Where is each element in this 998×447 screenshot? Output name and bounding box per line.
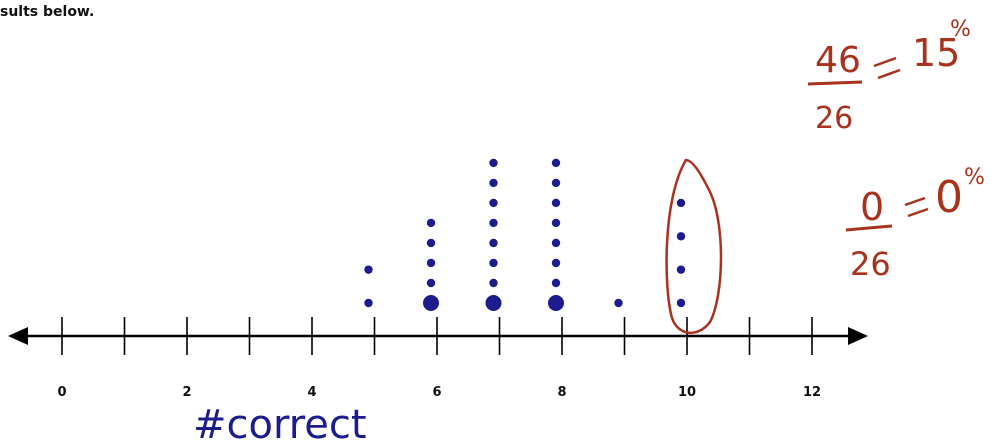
dot-10-3 — [676, 232, 686, 241]
tick-label-4: 4 — [307, 385, 316, 400]
dot-8-7 — [551, 178, 561, 188]
dot-7-5 — [489, 218, 498, 228]
dot-10-2 — [676, 265, 686, 274]
fraction-bottom-result: 0 — [935, 172, 963, 223]
dot-plot-points — [364, 158, 686, 311]
fraction-top-denominator: 26 — [815, 101, 853, 136]
dot-6-3 — [426, 258, 436, 268]
dot-7-8 — [489, 158, 498, 168]
dot-6-4 — [426, 238, 436, 248]
dot-7-4 — [489, 238, 498, 248]
fraction-bottom-unit: % — [964, 165, 985, 190]
equals-top-1 — [873, 56, 897, 68]
fraction-top-result: 15 — [912, 31, 960, 75]
left-arrow-icon — [8, 327, 28, 345]
tick-label-10: 10 — [678, 385, 696, 400]
dot-8-2 — [551, 278, 561, 288]
header-text: sults below. — [0, 4, 95, 20]
dot-6-2 — [426, 278, 436, 288]
dot-8-8 — [551, 158, 561, 168]
equals-bottom-1 — [904, 196, 926, 207]
fraction-top-unit: % — [950, 17, 971, 42]
tick-label-2: 2 — [182, 385, 191, 400]
dot-8-6 — [551, 198, 561, 208]
ticks-group — [61, 317, 813, 355]
fraction-bottom-denominator: 26 — [850, 245, 891, 283]
fraction-bottom-bar — [845, 224, 893, 232]
tick-label-6: 6 — [432, 385, 441, 400]
circle-highlight — [665, 158, 723, 334]
tick-label-12: 12 — [803, 385, 821, 400]
dot-7-7 — [489, 178, 498, 188]
dot-5-2 — [364, 265, 373, 274]
dot-10-1 — [676, 298, 686, 308]
fraction-top-bar — [807, 80, 863, 86]
dot-5-1 — [364, 298, 373, 308]
dot-8-3 — [551, 258, 561, 268]
fraction-top-overwrite: 6 — [838, 40, 861, 81]
dot-6-5 — [426, 218, 436, 228]
dot-8-1 — [548, 295, 564, 311]
tick-label-8: 8 — [557, 385, 566, 400]
fraction-bottom-numerator: 0 — [860, 185, 884, 229]
fraction-bottom: 0 26 0 % — [845, 165, 985, 283]
tick-labels-group: 0 2 4 6 8 10 12 — [57, 385, 821, 400]
tick-label-0: 0 — [57, 385, 66, 400]
fraction-top: 4 6 26 15 % — [807, 17, 971, 136]
dot-8-5 — [551, 218, 561, 228]
dot-7-2 — [489, 278, 498, 288]
dot-8-4 — [551, 238, 561, 248]
dot-10-4 — [676, 198, 686, 208]
dot-9-1 — [614, 298, 623, 308]
equals-top-2 — [877, 68, 901, 80]
dot-7-6 — [489, 198, 498, 208]
fraction-top-numerator: 4 — [815, 40, 838, 81]
equals-bottom-2 — [907, 207, 929, 218]
caption-correct: #correct — [193, 402, 367, 447]
dot-7-1 — [485, 295, 502, 311]
right-arrow-icon — [848, 327, 868, 345]
dot-6-1 — [423, 295, 439, 311]
dot-7-3 — [489, 258, 498, 268]
